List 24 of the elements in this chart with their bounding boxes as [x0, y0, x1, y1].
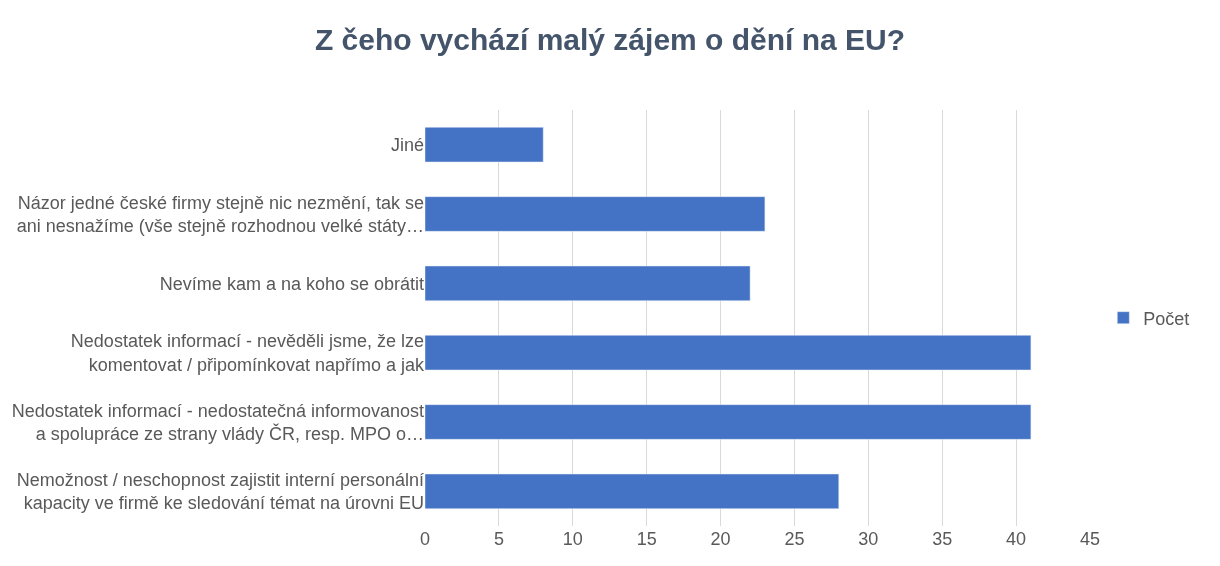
- x-tick-label: 10: [562, 529, 583, 549]
- y-tick-label: Názor jedné české firmy stejně nic nezmění, tak se ani nesnažíme (vše stejně rozhodnou velké státy…: [16, 192, 424, 236]
- y-tick-label: Nevíme kam a na koho se obrátit: [159, 273, 424, 294]
- bar: [425, 335, 1032, 371]
- bar: [425, 404, 1032, 440]
- y-tick-label: Jiné: [390, 134, 424, 155]
- chart-title: Z čeho vychází malý zájem o dění na EU?: [314, 23, 906, 57]
- x-tick-label: 0: [419, 529, 431, 549]
- x-tick-label: 40: [1006, 529, 1027, 549]
- legend-label: Počet: [1143, 308, 1190, 329]
- y-tick-label: Nemožnost / neschopnost zajistit interní personální kapacity ve firmě ke sledování témat na úrovni EU: [16, 469, 424, 514]
- y-tick-label: Nedostatek informací - nevěděli jsme, že lze komentovat / připomínkovat napřímo a jak: [70, 331, 425, 375]
- bar: [425, 196, 766, 232]
- x-tick-label: 45: [1079, 529, 1101, 549]
- x-tick-label: 15: [636, 529, 657, 549]
- x-tick-label: 25: [784, 529, 805, 549]
- x-tick-label: 5: [493, 529, 504, 549]
- y-tick-label: Nedostatek informací - nedostatečná informovanost a spolupráce ze strany vlády ČR, resp. MPO o…: [11, 400, 424, 444]
- x-tick-label: 30: [858, 529, 879, 549]
- x-tick-label: 35: [932, 529, 953, 549]
- bar: [425, 473, 840, 509]
- bar: [425, 127, 544, 163]
- bar: [425, 265, 751, 301]
- x-tick-label: 20: [710, 529, 731, 549]
